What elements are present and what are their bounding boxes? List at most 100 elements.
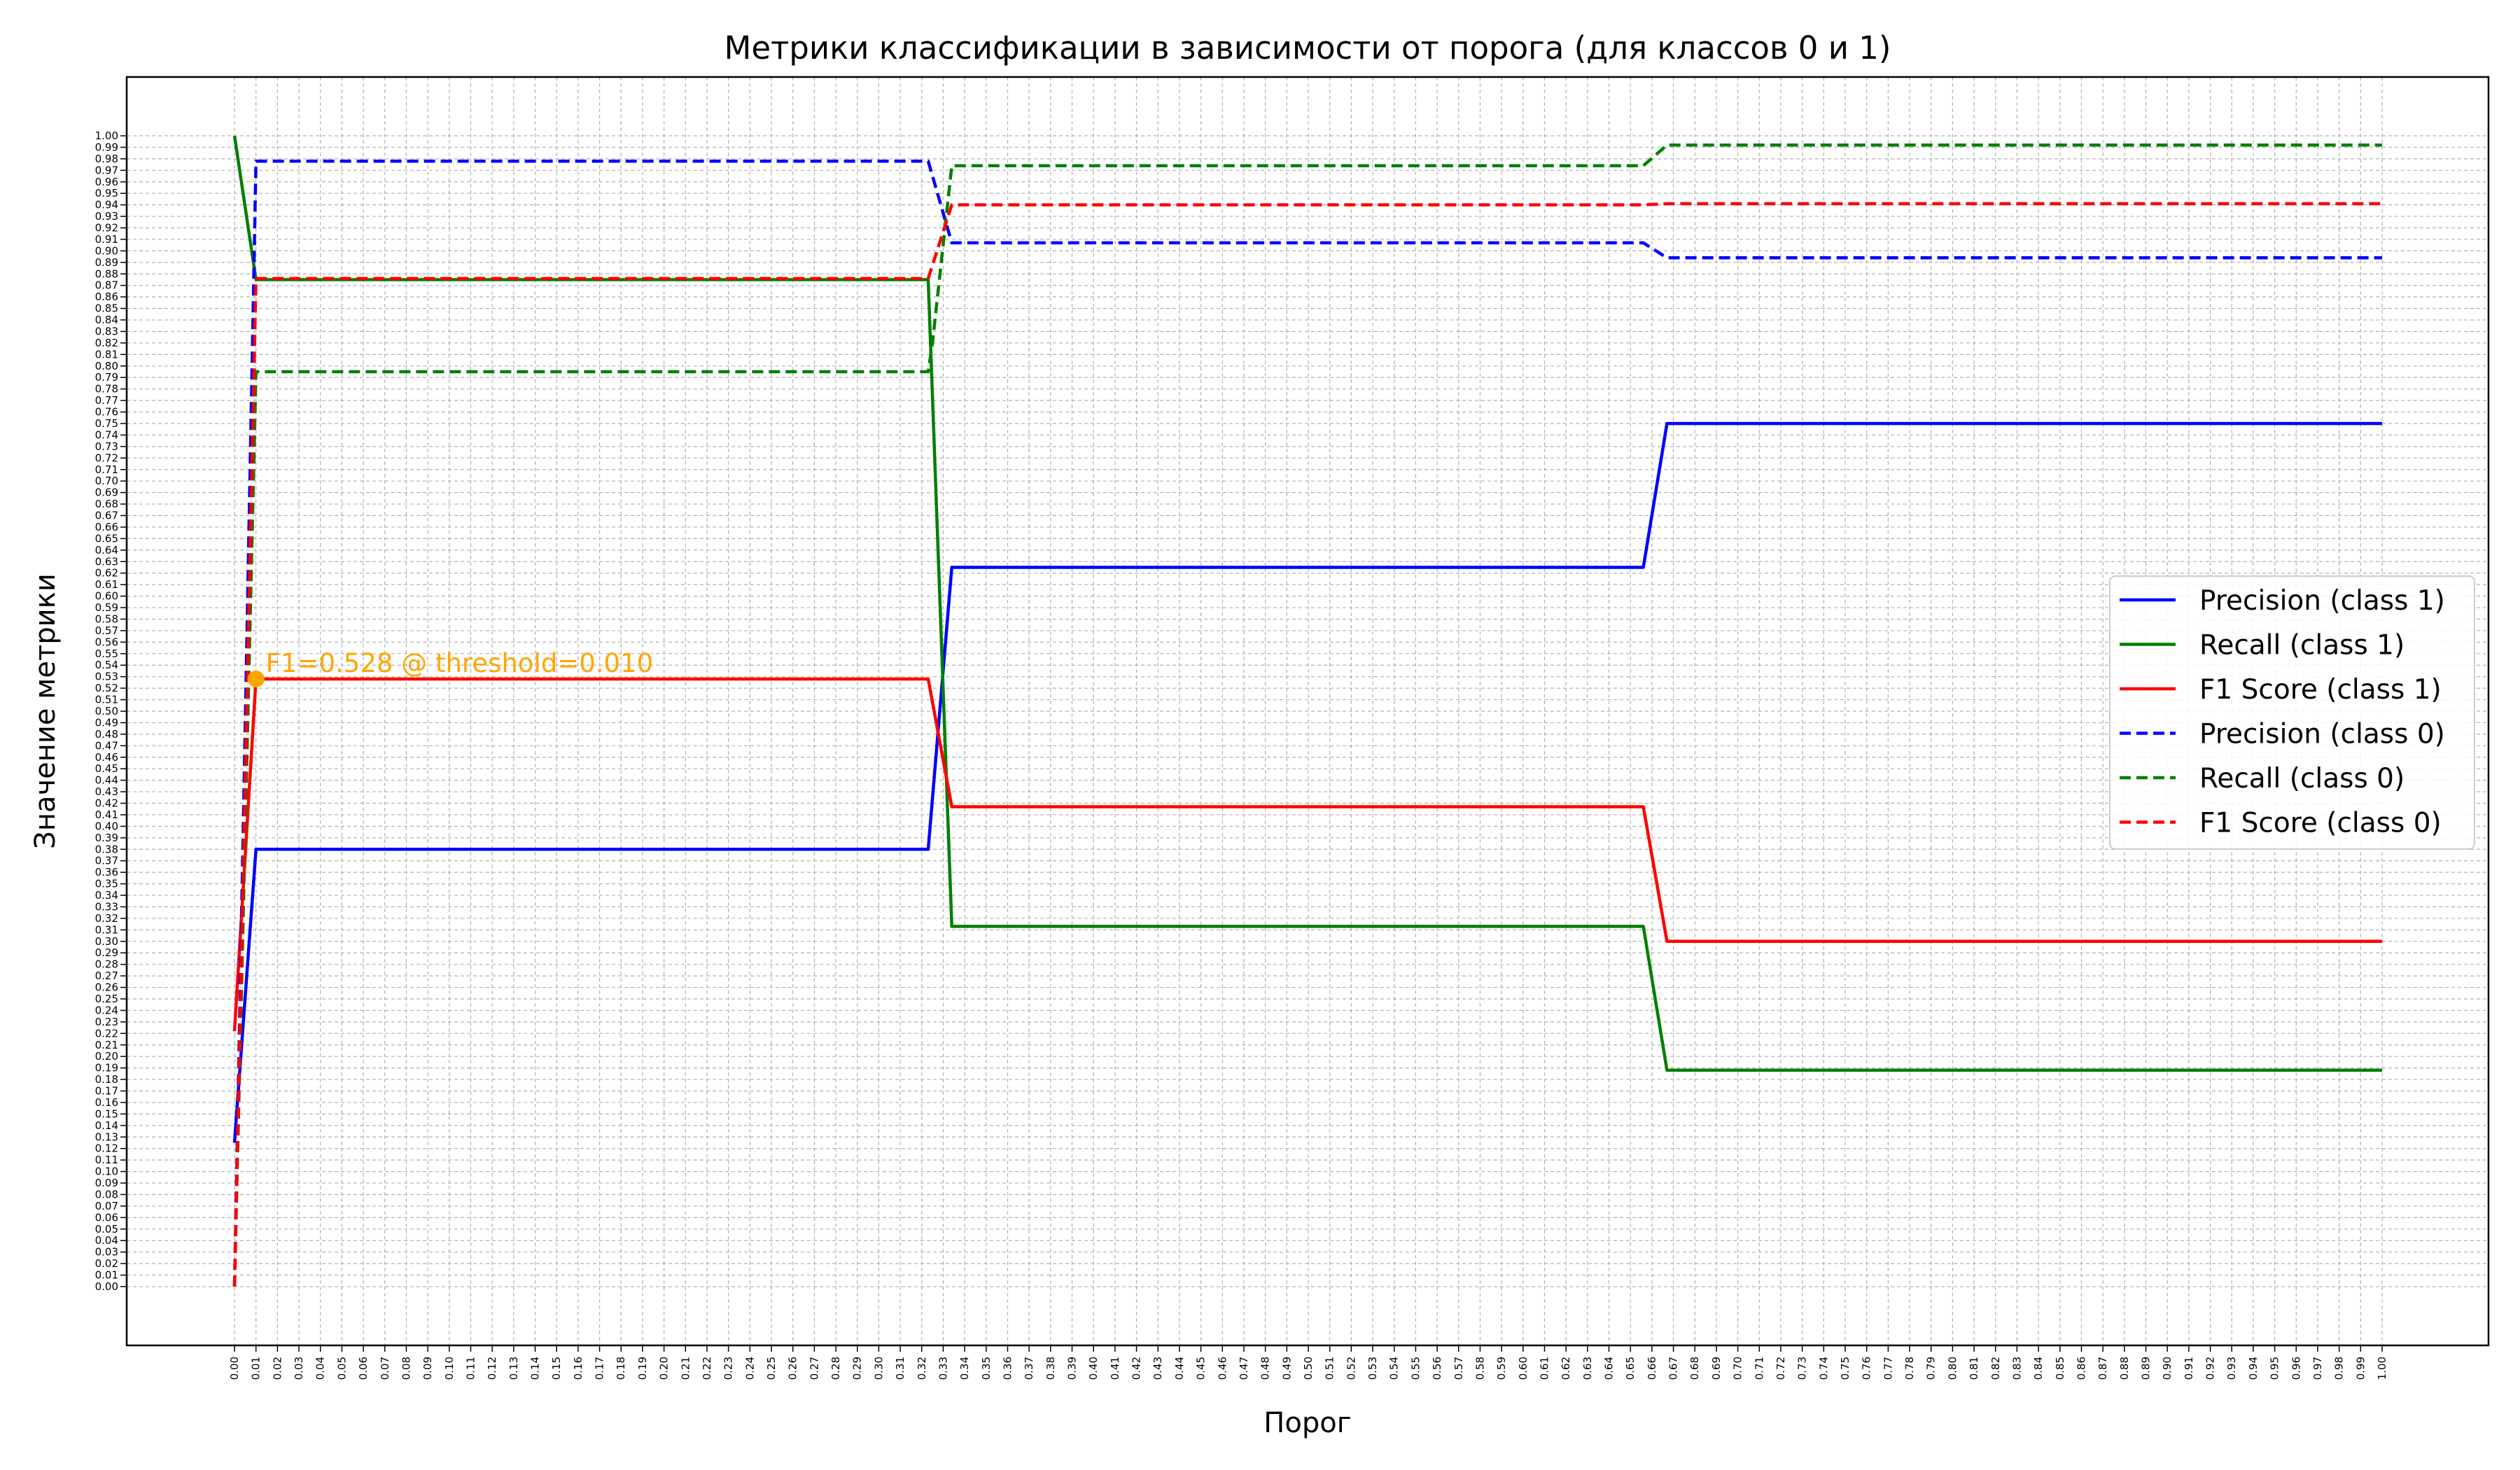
x-tick-label: 0.32 (916, 1357, 928, 1380)
x-tick-label: 0.79 (1925, 1357, 1938, 1380)
y-tick-label: 0.38 (95, 843, 118, 855)
x-tick-label: 0.69 (1710, 1357, 1723, 1380)
y-tick-label: 0.68 (95, 498, 118, 510)
x-tick-label: 0.82 (1989, 1357, 2002, 1380)
y-tick-label: 0.66 (95, 521, 118, 533)
y-tick-label: 0.18 (95, 1073, 118, 1086)
x-tick-label: 1.00 (2376, 1357, 2388, 1380)
y-tick-label: 0.33 (95, 900, 118, 913)
x-tick-label: 0.33 (937, 1357, 949, 1380)
x-tick-label: 0.60 (1517, 1357, 1530, 1380)
chart-title: Метрики классификации в зависимости от п… (724, 29, 1891, 66)
y-tick-label: 0.03 (95, 1246, 118, 1259)
y-tick-label: 0.10 (95, 1166, 118, 1178)
x-tick-label: 0.27 (808, 1357, 820, 1380)
y-tick-label: 0.93 (95, 210, 118, 223)
x-tick-label: 0.40 (1087, 1357, 1100, 1380)
y-tick-label: 0.80 (95, 360, 118, 372)
x-tick-label: 0.12 (486, 1357, 498, 1380)
x-tick-label: 0.84 (2032, 1357, 2045, 1380)
x-tick-label: 0.85 (2054, 1357, 2066, 1380)
y-tick-label: 0.63 (95, 555, 118, 568)
x-tick-label: 0.72 (1774, 1357, 1787, 1380)
y-tick-label: 0.54 (95, 659, 118, 671)
y-tick-label: 0.83 (95, 325, 118, 337)
y-tick-label: 0.72 (95, 451, 118, 464)
y-tick-label: 0.73 (95, 440, 118, 453)
y-tick-label: 0.11 (95, 1154, 118, 1166)
x-tick-label: 0.13 (507, 1357, 520, 1380)
y-tick-label: 0.25 (95, 993, 118, 1005)
y-tick-label: 0.52 (95, 682, 118, 694)
x-tick-label: 0.38 (1044, 1357, 1057, 1380)
x-tick-label: 0.28 (830, 1357, 842, 1380)
y-tick-label: 0.26 (95, 981, 118, 994)
y-tick-label: 0.00 (95, 1280, 118, 1293)
x-tick-label: 0.44 (1173, 1357, 1186, 1380)
series-line-precision-class-1 (232, 421, 2382, 1143)
y-tick-label: 0.48 (95, 728, 118, 741)
y-tick-label: 0.14 (95, 1119, 118, 1132)
x-tick-label: 0.98 (2333, 1357, 2346, 1380)
x-tick-label: 0.66 (1646, 1357, 1658, 1380)
x-tick-label: 0.65 (1624, 1357, 1637, 1380)
x-tick-label: 0.61 (1538, 1357, 1550, 1380)
y-tick-label: 0.05 (95, 1223, 118, 1236)
y-tick-label: 0.36 (95, 866, 118, 878)
y-tick-label: 0.29 (95, 946, 118, 959)
x-tick-label: 0.00 (228, 1357, 241, 1380)
y-tick-label: 0.17 (95, 1085, 118, 1098)
x-tick-label: 0.15 (550, 1357, 563, 1380)
y-tick-label: 0.45 (95, 762, 118, 775)
y-tick-label: 0.12 (95, 1142, 118, 1155)
x-tick-label: 0.21 (679, 1357, 692, 1380)
y-tick-label: 0.19 (95, 1062, 118, 1074)
x-tick-label: 0.01 (250, 1357, 262, 1380)
x-tick-label: 0.83 (2010, 1357, 2023, 1380)
x-tick-label: 0.80 (1946, 1357, 1959, 1380)
y-tick-label: 0.30 (95, 935, 118, 948)
y-tick-label: 0.61 (95, 578, 118, 591)
y-tick-label: 0.65 (95, 532, 118, 545)
y-tick-label: 0.82 (95, 337, 118, 349)
y-tick-label: 0.77 (95, 394, 118, 407)
legend-box (2109, 575, 2475, 850)
y-tick-label: 0.06 (95, 1211, 118, 1224)
x-tick-label: 0.10 (443, 1357, 456, 1380)
x-tick-label: 0.03 (293, 1357, 305, 1380)
x-tick-label: 0.47 (1238, 1357, 1250, 1380)
x-tick-label: 0.78 (1903, 1357, 1916, 1380)
x-tick-label: 0.11 (464, 1357, 477, 1380)
x-tick-label: 0.24 (743, 1357, 756, 1380)
x-tick-label: 0.07 (379, 1357, 391, 1380)
x-tick-label: 0.54 (1388, 1357, 1401, 1380)
y-tick-label: 0.53 (95, 671, 118, 683)
x-tick-label: 0.52 (1345, 1357, 1357, 1380)
y-tick-label: 0.92 (95, 222, 118, 234)
legend: Precision (class 1) Recall (class 1) F1 Sc… (2109, 575, 2475, 850)
x-tick-label: 0.64 (1603, 1357, 1616, 1380)
y-tick-label: 0.16 (95, 1096, 118, 1109)
y-tick-label: 0.37 (95, 855, 118, 867)
y-tick-label: 0.89 (95, 256, 118, 269)
x-tick-label: 0.76 (1861, 1357, 1873, 1380)
x-tick-label: 0.90 (2161, 1357, 2174, 1380)
y-tick-label: 0.44 (95, 774, 118, 787)
y-tick-label: 0.84 (95, 314, 118, 326)
x-tick-label: 0.91 (2183, 1357, 2195, 1380)
y-tick-label: 0.51 (95, 694, 118, 706)
x-tick-label: 0.55 (1409, 1357, 1422, 1380)
best-f1-annotation: F1=0.528 @ threshold=0.010 (266, 648, 653, 678)
y-tick-label: 0.56 (95, 636, 118, 648)
x-tick-label: 0.51 (1324, 1357, 1336, 1380)
grid (127, 77, 2488, 1345)
y-tick-label: 0.99 (95, 141, 118, 153)
legend-label: Recall (class 1) (2199, 630, 2404, 662)
x-tick-label: 0.97 (2311, 1357, 2324, 1380)
y-tick-label: 0.74 (95, 428, 118, 441)
y-tick-label: 0.35 (95, 878, 118, 890)
x-tick-label: 0.92 (2204, 1357, 2217, 1380)
x-tick-label: 0.46 (1216, 1357, 1228, 1380)
x-tick-label: 0.50 (1302, 1357, 1315, 1380)
